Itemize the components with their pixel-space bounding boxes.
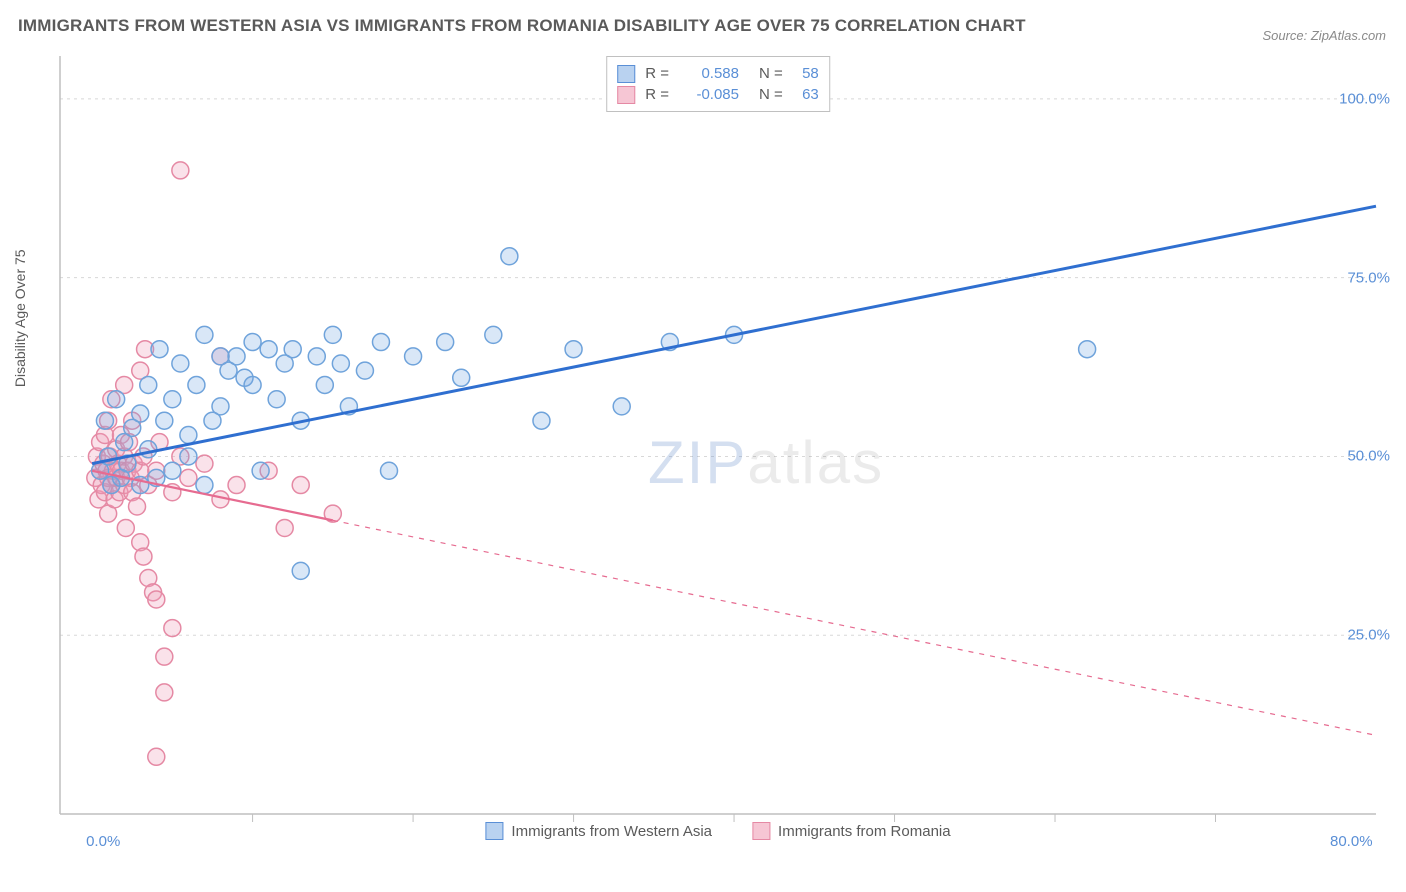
data-point-blue [356,362,373,379]
data-point-pink [148,591,165,608]
data-point-blue [437,334,454,351]
data-point-blue [268,391,285,408]
chart-title: IMMIGRANTS FROM WESTERN ASIA VS IMMIGRAN… [18,16,1026,36]
data-point-pink [148,748,165,765]
data-point-blue [132,405,149,422]
y-tick-label: 25.0% [1347,627,1390,644]
y-axis-label: Disability Age Over 75 [12,249,28,387]
data-point-blue [156,412,173,429]
stats-legend-row: R = 0.588 N = 58 [617,63,819,84]
data-point-pink [135,548,152,565]
data-point-blue [164,462,181,479]
data-point-blue [565,341,582,358]
x-tick-label: 80.0% [1330,833,1373,850]
data-point-pink [117,519,134,536]
data-point-pink [129,498,146,515]
stats-r-value: 0.588 [679,63,739,84]
stats-n-value: 63 [793,84,819,105]
data-point-blue [292,562,309,579]
legend-swatch [752,822,770,840]
data-point-pink [228,477,245,494]
y-tick-label: 75.0% [1347,269,1390,286]
data-point-pink [156,684,173,701]
data-point-blue [1079,341,1096,358]
data-point-blue [613,398,630,415]
legend-swatch [617,86,635,104]
stats-legend: R = 0.588 N = 58 R = -0.085 N = 63 [606,56,830,112]
stats-n-value: 58 [793,63,819,84]
data-point-blue [453,369,470,386]
data-point-blue [405,348,422,365]
chart-area: Disability Age Over 75 R =0.588N =58R =-… [48,48,1388,848]
chart-source: Source: ZipAtlas.com [1262,28,1386,43]
trend-line-pink-dashed [333,520,1376,735]
stats-n-label: N = [759,63,783,84]
data-point-pink [164,620,181,637]
legend-item: Immigrants from Romania [752,822,951,840]
data-point-pink [196,455,213,472]
data-point-blue [324,326,341,343]
data-point-blue [372,334,389,351]
data-point-blue [180,448,197,465]
chart-svg [48,48,1388,848]
y-tick-label: 100.0% [1339,90,1390,107]
data-point-blue [381,462,398,479]
data-point-blue [244,334,261,351]
data-point-blue [228,348,245,365]
data-point-pink [276,519,293,536]
data-point-blue [252,462,269,479]
data-point-blue [108,391,125,408]
data-point-blue [188,376,205,393]
data-point-blue [196,326,213,343]
data-point-blue [501,248,518,265]
data-point-blue [332,355,349,372]
data-point-blue [212,398,229,415]
data-point-blue [260,341,277,358]
legend-label: Immigrants from Western Asia [511,823,712,840]
data-point-pink [180,469,197,486]
stats-r-label: R = [645,84,669,105]
x-tick-label: 0.0% [86,833,120,850]
data-point-blue [308,348,325,365]
y-tick-label: 50.0% [1347,448,1390,465]
data-point-blue [196,477,213,494]
series-legend: Immigrants from Western Asia Immigrants f… [485,822,950,840]
stats-r-label: R = [645,63,669,84]
data-point-blue [284,341,301,358]
stats-legend-row: R = -0.085 N = 63 [617,84,819,105]
trend-line-blue [92,206,1376,463]
data-point-blue [172,355,189,372]
legend-item: Immigrants from Western Asia [485,822,712,840]
stats-r-value: -0.085 [679,84,739,105]
data-point-blue [244,376,261,393]
legend-swatch [617,65,635,83]
data-point-blue [96,412,113,429]
data-point-blue [140,376,157,393]
data-point-pink [292,477,309,494]
data-point-blue [151,341,168,358]
data-point-blue [533,412,550,429]
data-point-blue [485,326,502,343]
legend-swatch [485,822,503,840]
legend-label: Immigrants from Romania [778,823,951,840]
data-point-blue [164,391,181,408]
data-point-blue [180,427,197,444]
data-point-blue [316,376,333,393]
data-point-blue [140,441,157,458]
data-point-pink [156,648,173,665]
data-point-pink [172,162,189,179]
stats-n-label: N = [759,84,783,105]
